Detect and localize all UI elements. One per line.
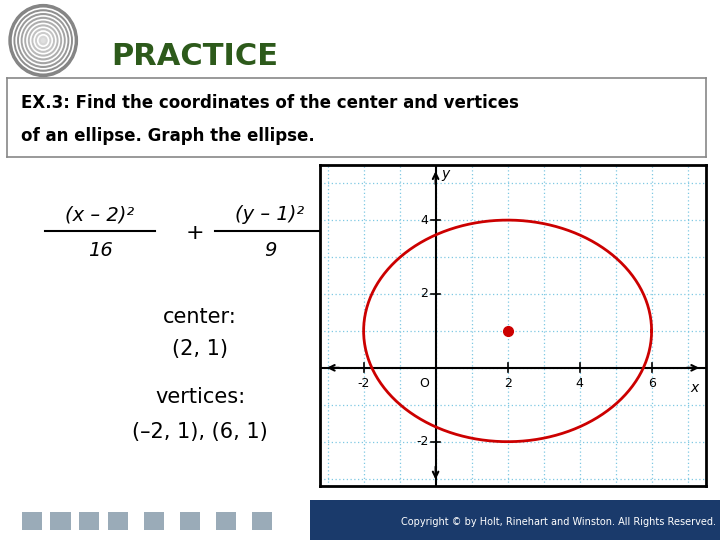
- Text: 4: 4: [420, 214, 428, 227]
- Text: 9: 9: [264, 241, 276, 260]
- Bar: [252, 512, 272, 530]
- Circle shape: [20, 16, 66, 65]
- Bar: [79, 512, 99, 530]
- Circle shape: [17, 12, 71, 69]
- Text: O: O: [419, 377, 429, 390]
- Text: +: +: [186, 222, 204, 242]
- Text: (2, 1): (2, 1): [172, 339, 228, 360]
- Text: 6: 6: [648, 377, 655, 390]
- Text: x: x: [690, 381, 698, 395]
- Bar: [50, 512, 71, 530]
- Bar: [310, 500, 720, 540]
- Text: EX.3: Find the coordinates of the center and vertices: EX.3: Find the coordinates of the center…: [21, 94, 519, 112]
- Text: 4: 4: [576, 377, 583, 390]
- Circle shape: [13, 8, 73, 72]
- Bar: [108, 512, 128, 530]
- Text: Copyright © by Holt, Rinehart and Winston. All Rights Reserved.: Copyright © by Holt, Rinehart and Winsto…: [402, 517, 716, 527]
- Circle shape: [9, 5, 78, 76]
- Bar: [180, 512, 200, 530]
- Text: y: y: [441, 166, 449, 180]
- Text: 2: 2: [420, 287, 428, 300]
- Circle shape: [38, 35, 49, 46]
- Text: -2: -2: [357, 377, 370, 390]
- Text: of an ellipse. Graph the ellipse.: of an ellipse. Graph the ellipse.: [21, 127, 315, 145]
- Text: vertices:: vertices:: [155, 387, 245, 407]
- Circle shape: [42, 39, 45, 42]
- Text: (y – 1)²: (y – 1)²: [235, 205, 305, 224]
- Text: -2: -2: [416, 435, 428, 448]
- Text: (x – 2)²: (x – 2)²: [66, 205, 135, 224]
- Circle shape: [27, 23, 60, 57]
- Bar: [22, 512, 42, 530]
- Text: (–2, 1), (6, 1): (–2, 1), (6, 1): [132, 422, 268, 442]
- Text: center:: center:: [163, 307, 237, 327]
- Text: PRACTICE: PRACTICE: [112, 42, 279, 71]
- Circle shape: [23, 19, 63, 61]
- Text: 2: 2: [504, 377, 511, 390]
- Bar: [144, 512, 164, 530]
- Text: = 1: = 1: [355, 222, 392, 242]
- Text: 16: 16: [88, 241, 112, 260]
- Bar: [216, 512, 236, 530]
- Circle shape: [35, 31, 53, 50]
- Circle shape: [30, 27, 56, 54]
